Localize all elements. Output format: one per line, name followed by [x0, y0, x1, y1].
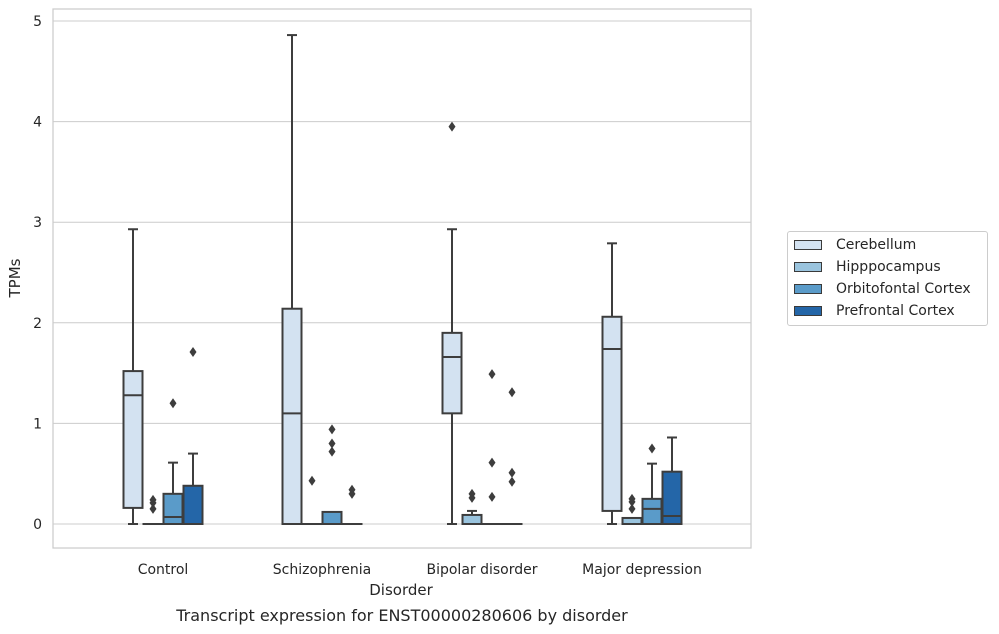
- box-group: [122, 228, 144, 525]
- box: [122, 370, 144, 509]
- y-tick-label: 5: [33, 14, 42, 30]
- outlier-point: [628, 493, 636, 504]
- legend-item-orbitofrontal-cortex: Orbitofontal Cortex: [794, 280, 971, 298]
- x-tick-label: Major depression: [582, 562, 702, 578]
- y-tick-label: 0: [33, 517, 42, 533]
- y-tick-label: 3: [33, 215, 42, 231]
- outlier-point: [308, 475, 316, 486]
- outlier-point: [508, 467, 516, 478]
- legend-item-hippocampus: Hipppocampus: [794, 258, 941, 276]
- outlier-point: [508, 476, 516, 487]
- outlier-point: [468, 488, 476, 499]
- box-group: [321, 424, 343, 526]
- box: [441, 331, 463, 415]
- box: [641, 497, 663, 526]
- box-group: [601, 242, 623, 525]
- legend: Cerebellum Hipppocampus Orbitofontal Cor…: [787, 231, 988, 326]
- legend-label: Orbitofontal Cortex: [836, 281, 971, 297]
- box-group: [461, 488, 483, 525]
- outlier-point: [149, 503, 157, 514]
- x-tick-label: Control: [138, 562, 189, 578]
- legend-swatch: [794, 284, 822, 294]
- outlier-point: [328, 438, 336, 449]
- box-group: [501, 387, 523, 526]
- legend-label: Prefrontal Cortex: [836, 303, 955, 319]
- outlier-point: [169, 398, 177, 409]
- outlier-point: [488, 491, 496, 502]
- outlier-point: [448, 121, 456, 132]
- figure-caption: Transcript expression for ENST0000028060…: [176, 606, 628, 625]
- plot-frame: [52, 8, 752, 549]
- outlier-point: [189, 346, 197, 357]
- box-group: [641, 443, 663, 526]
- box-group: [481, 369, 503, 526]
- box: [661, 470, 683, 525]
- legend-label: Cerebellum: [836, 237, 917, 253]
- legend-item-cerebellum: Cerebellum: [794, 236, 916, 254]
- box: [601, 315, 623, 512]
- outlier-point: [488, 369, 496, 380]
- outlier-point: [149, 494, 157, 505]
- legend-swatch: [794, 262, 822, 272]
- gridlines: [53, 20, 751, 525]
- box-group: [661, 436, 683, 525]
- y-tick-label: 2: [33, 316, 42, 332]
- outlier-point: [648, 443, 656, 454]
- box-group: [441, 121, 463, 525]
- box: [182, 484, 204, 526]
- box-group: [621, 493, 643, 525]
- box: [461, 513, 483, 525]
- box: [321, 510, 343, 526]
- axis-ticks: 0 1 2 3 4 5 Control Schizophrenia Bipolar disord…: [33, 14, 702, 578]
- box-group: [341, 484, 363, 526]
- legend-swatch: [794, 306, 822, 316]
- outlier-point: [628, 503, 636, 514]
- outlier-point: [328, 424, 336, 435]
- box-group: [162, 398, 184, 526]
- box-group: [182, 346, 204, 526]
- outlier-point: [328, 446, 336, 457]
- outlier-point: [348, 484, 356, 495]
- x-tick-label: Schizophrenia: [273, 562, 371, 578]
- outlier-point: [488, 457, 496, 468]
- y-tick-label: 1: [33, 416, 42, 432]
- box-group: [142, 494, 164, 526]
- box-marks: [122, 34, 683, 526]
- legend-swatch: [794, 240, 822, 250]
- box-group: [281, 34, 303, 525]
- x-tick-label: Bipolar disorder: [426, 562, 537, 578]
- y-tick-label: 4: [33, 115, 42, 131]
- outlier-point: [508, 387, 516, 398]
- box: [281, 307, 303, 525]
- box: [162, 492, 184, 526]
- legend-item-prefrontal-cortex: Prefrontal Cortex: [794, 302, 955, 320]
- legend-label: Hipppocampus: [836, 259, 941, 275]
- box-group: [301, 475, 323, 526]
- y-axis-label: TPMs: [6, 258, 24, 298]
- x-axis-label: Disorder: [369, 581, 433, 599]
